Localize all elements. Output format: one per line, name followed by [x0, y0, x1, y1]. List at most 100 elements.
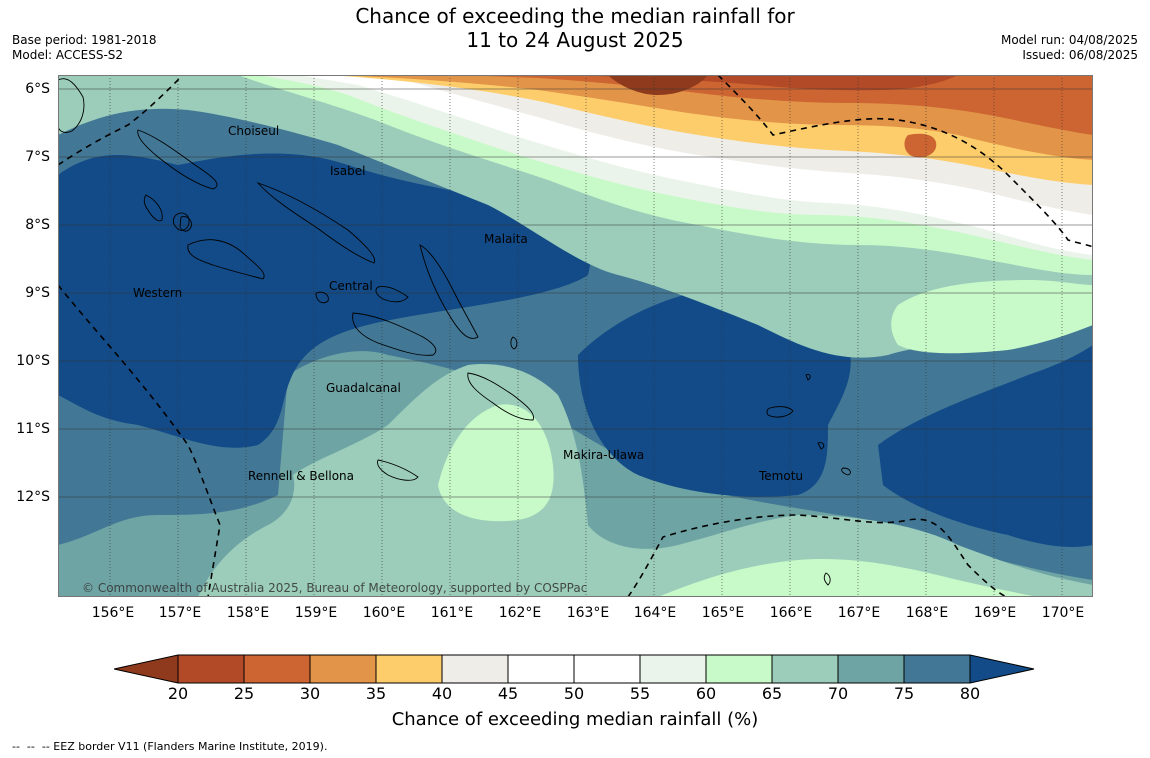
- field-25-30-north: [458, 75, 1093, 135]
- island-tikopia: [841, 467, 851, 476]
- colorbar-segment-55-60: [640, 655, 706, 683]
- island-anuta: [823, 572, 831, 586]
- island-kolombangara: [179, 216, 192, 232]
- colorbar-segment-65-70: [772, 655, 838, 683]
- island-outlines: [58, 78, 851, 586]
- colorbar-segment-40-45: [442, 655, 508, 683]
- island-reef: [805, 374, 811, 381]
- map-copyright: © Commonwealth of Australia 2025, Bureau…: [82, 581, 587, 595]
- island-makira: [467, 372, 534, 421]
- island-vella: [172, 212, 190, 231]
- colorbar-segment-25-30: [244, 655, 310, 683]
- colorbar-segment-35-40: [376, 655, 442, 683]
- field-60-65-south-a: [438, 404, 554, 522]
- island-santa-cruz: [766, 406, 794, 418]
- province-label-malaita: Malaita: [484, 232, 528, 246]
- map-frame: [58, 75, 1093, 597]
- island-isabel: [256, 182, 376, 264]
- island-florida: [375, 286, 409, 303]
- colorbar-tick-65: 65: [761, 684, 783, 703]
- lon-label-156e: 156°E: [91, 605, 135, 621]
- colorbar-segment-30-35: [310, 655, 376, 683]
- lon-label-159e: 159°E: [294, 605, 338, 621]
- colorbar: [114, 654, 1035, 684]
- lat-label-12s: 12°S: [16, 489, 50, 505]
- field-gt80-far-east: [878, 345, 1093, 547]
- lon-label-161e: 161°E: [430, 605, 474, 621]
- lat-label-6s: 6°S: [25, 81, 50, 97]
- province-label-western: Western: [133, 286, 183, 300]
- eez-borders: [58, 75, 1093, 597]
- colorbar-segment-45-50: [508, 655, 574, 683]
- province-label-guadalcanal: Guadalcanal: [326, 381, 401, 395]
- lat-label-7s: 7°S: [25, 149, 50, 165]
- colorbar-tick-25: 25: [233, 684, 255, 703]
- province-label-isabel: Isabel: [330, 164, 366, 178]
- island-guadalcanal: [352, 312, 437, 356]
- island-malaita: [419, 244, 479, 339]
- base-period: Base period: 1981-2018: [12, 33, 157, 47]
- lon-label-164e: 164°E: [633, 605, 677, 621]
- field-lt20-north: [608, 75, 708, 95]
- lat-label-10s: 10°S: [16, 353, 50, 369]
- province-label-temotu: Temotu: [759, 469, 804, 483]
- colorbar-segment-70-75: [838, 655, 904, 683]
- lon-label-163e: 163°E: [566, 605, 610, 621]
- colorbar-tick-80: 80: [959, 684, 981, 703]
- lon-label-157e: 157°E: [158, 605, 202, 621]
- field-30-35-patch: [904, 133, 937, 158]
- lon-label-162e: 162°E: [498, 605, 542, 621]
- island-rennell: [377, 459, 419, 481]
- map-title-line1: Chance of exceeding the median rainfall …: [355, 4, 795, 28]
- colorbar-tick-70: 70: [827, 684, 849, 703]
- province-label-rennell-bellona: Rennell & Bellona: [248, 469, 355, 483]
- colorbar-tick-55: 55: [629, 684, 651, 703]
- colorbar-segment-lt20: [114, 655, 178, 683]
- island-choiseul: [137, 129, 218, 190]
- colorbar-tick-60: 60: [695, 684, 717, 703]
- lon-label-168e: 168°E: [905, 605, 949, 621]
- lat-label-8s: 8°S: [25, 217, 50, 233]
- eez-legend: -- -- -- EEZ border V11 (Flanders Marine…: [12, 740, 328, 753]
- colorbar-segment-gt80: [970, 655, 1034, 683]
- colorbar-tick-50: 50: [563, 684, 585, 703]
- field-gt80-east: [578, 284, 851, 497]
- lon-label-165e: 165°E: [701, 605, 745, 621]
- island-savo: [315, 291, 329, 304]
- colorbar-segment-75-80: [904, 655, 970, 683]
- colorbar-segment-60-65: [706, 655, 772, 683]
- colorbar-tick-35: 35: [365, 684, 387, 703]
- field-65-70-south: [198, 364, 1093, 597]
- map-title-line2: 11 to 24 August 2025: [466, 28, 684, 52]
- province-label-central: Central: [329, 279, 373, 293]
- lon-label-160e: 160°E: [362, 605, 406, 621]
- lat-label-11s: 11°S: [16, 421, 50, 437]
- lat-label-9s: 9°S: [25, 285, 50, 301]
- field-60-65-south-b: [287, 528, 658, 597]
- model-run-date: Model run: 04/08/2025: [1000, 33, 1138, 47]
- lon-label-167e: 167°E: [837, 605, 881, 621]
- colorbar-tick-30: 30: [299, 684, 321, 703]
- province-label-makira-ulawa: Makira-Ulawa: [563, 448, 645, 462]
- island-ranongga: [143, 194, 163, 222]
- colorbar-segment-20-25: [178, 655, 244, 683]
- rainfall-probability-map: © Commonwealth of Australia 2025, Bureau…: [58, 75, 1093, 597]
- colorbar-tick-20: 20: [167, 684, 189, 703]
- field-60-65-east: [891, 280, 1093, 354]
- colorbar-segment-50-55: [574, 655, 640, 683]
- island-new-georgia: [187, 239, 265, 280]
- field-60-65-south-c: [658, 559, 1038, 597]
- lon-label-169e: 169°E: [973, 605, 1017, 621]
- colorbar-label: Chance of exceeding median rainfall (%): [391, 709, 759, 730]
- colorbar-tick-45: 45: [497, 684, 519, 703]
- colorbar-tick-75: 75: [893, 684, 915, 703]
- lon-label-170e: 170°E: [1041, 605, 1085, 621]
- colorbar-tick-40: 40: [431, 684, 453, 703]
- issued-date: Issued: 06/08/2025: [1022, 48, 1138, 62]
- model-name: Model: ACCESS-S2: [12, 48, 124, 62]
- lon-label-158e: 158°E: [226, 605, 270, 621]
- lon-label-166e: 166°E: [769, 605, 813, 621]
- island-bougainville: [58, 78, 85, 133]
- island-vanikoro: [817, 442, 825, 450]
- latitude-lines: [58, 88, 1093, 498]
